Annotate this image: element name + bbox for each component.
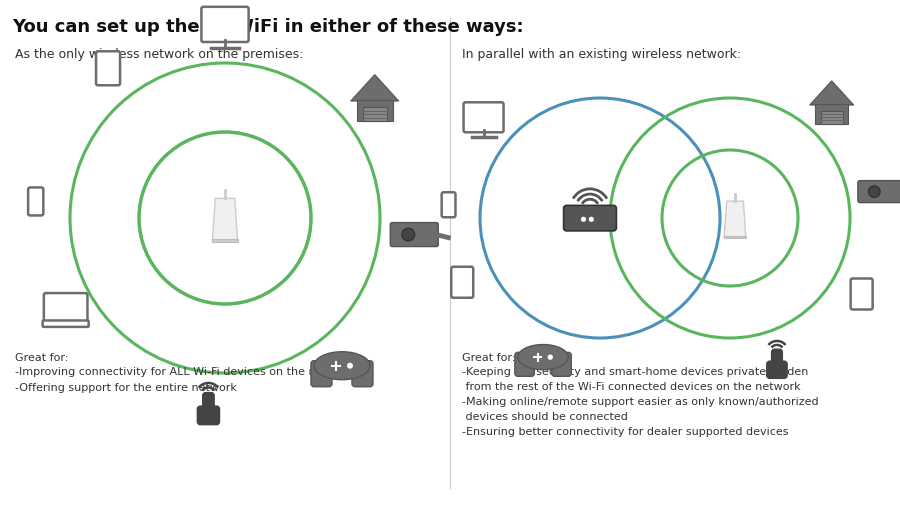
FancyBboxPatch shape bbox=[552, 353, 572, 376]
FancyBboxPatch shape bbox=[850, 278, 873, 309]
Bar bbox=[815, 104, 848, 124]
Polygon shape bbox=[351, 75, 399, 101]
Circle shape bbox=[402, 228, 415, 241]
FancyBboxPatch shape bbox=[464, 102, 504, 132]
Polygon shape bbox=[724, 201, 746, 237]
Circle shape bbox=[589, 217, 594, 222]
FancyBboxPatch shape bbox=[28, 187, 43, 215]
FancyBboxPatch shape bbox=[391, 223, 438, 246]
FancyBboxPatch shape bbox=[563, 205, 616, 231]
FancyBboxPatch shape bbox=[42, 321, 89, 327]
Polygon shape bbox=[810, 81, 854, 105]
Circle shape bbox=[580, 217, 586, 222]
Text: Great for:: Great for: bbox=[462, 353, 516, 363]
Circle shape bbox=[347, 363, 353, 369]
Ellipse shape bbox=[314, 352, 370, 379]
FancyBboxPatch shape bbox=[44, 293, 87, 324]
Text: -Improving connectivity for ALL Wi-Fi devices on the network: -Improving connectivity for ALL Wi-Fi de… bbox=[15, 367, 354, 377]
Circle shape bbox=[868, 186, 880, 198]
Ellipse shape bbox=[518, 344, 568, 370]
FancyBboxPatch shape bbox=[515, 353, 535, 376]
FancyBboxPatch shape bbox=[197, 406, 220, 425]
Bar bbox=[363, 107, 387, 121]
Text: In parallel with an existing wireless network:: In parallel with an existing wireless ne… bbox=[462, 48, 741, 61]
Text: As the only wireless network on the premises:: As the only wireless network on the prem… bbox=[15, 48, 303, 61]
Text: -Offering support for the entire network: -Offering support for the entire network bbox=[15, 383, 237, 393]
Text: Great for:: Great for: bbox=[15, 353, 68, 363]
FancyBboxPatch shape bbox=[858, 181, 900, 203]
Text: -Ensuring better connectivity for dealer supported devices: -Ensuring better connectivity for dealer… bbox=[462, 427, 788, 437]
Text: devices should be connected: devices should be connected bbox=[462, 412, 628, 422]
FancyBboxPatch shape bbox=[442, 192, 455, 217]
Circle shape bbox=[547, 355, 553, 360]
FancyBboxPatch shape bbox=[771, 349, 782, 368]
Text: -Making online/remote support easier as only known/authorized: -Making online/remote support easier as … bbox=[462, 397, 819, 407]
Text: You can set up the IQ WiFi in either of these ways:: You can set up the IQ WiFi in either of … bbox=[12, 18, 524, 36]
FancyBboxPatch shape bbox=[96, 51, 120, 85]
FancyBboxPatch shape bbox=[451, 267, 473, 298]
FancyBboxPatch shape bbox=[352, 361, 373, 387]
FancyBboxPatch shape bbox=[767, 361, 788, 378]
FancyBboxPatch shape bbox=[202, 393, 214, 413]
FancyBboxPatch shape bbox=[311, 361, 332, 387]
Bar bbox=[821, 111, 842, 124]
FancyBboxPatch shape bbox=[202, 7, 248, 42]
Polygon shape bbox=[212, 199, 238, 240]
Bar bbox=[212, 239, 238, 242]
Text: from the rest of the Wi-Fi connected devices on the network: from the rest of the Wi-Fi connected dev… bbox=[462, 382, 801, 392]
Bar bbox=[356, 100, 392, 121]
Bar bbox=[724, 236, 746, 238]
Text: -Keeping the security and smart-home devices private/hidden: -Keeping the security and smart-home dev… bbox=[462, 367, 808, 377]
